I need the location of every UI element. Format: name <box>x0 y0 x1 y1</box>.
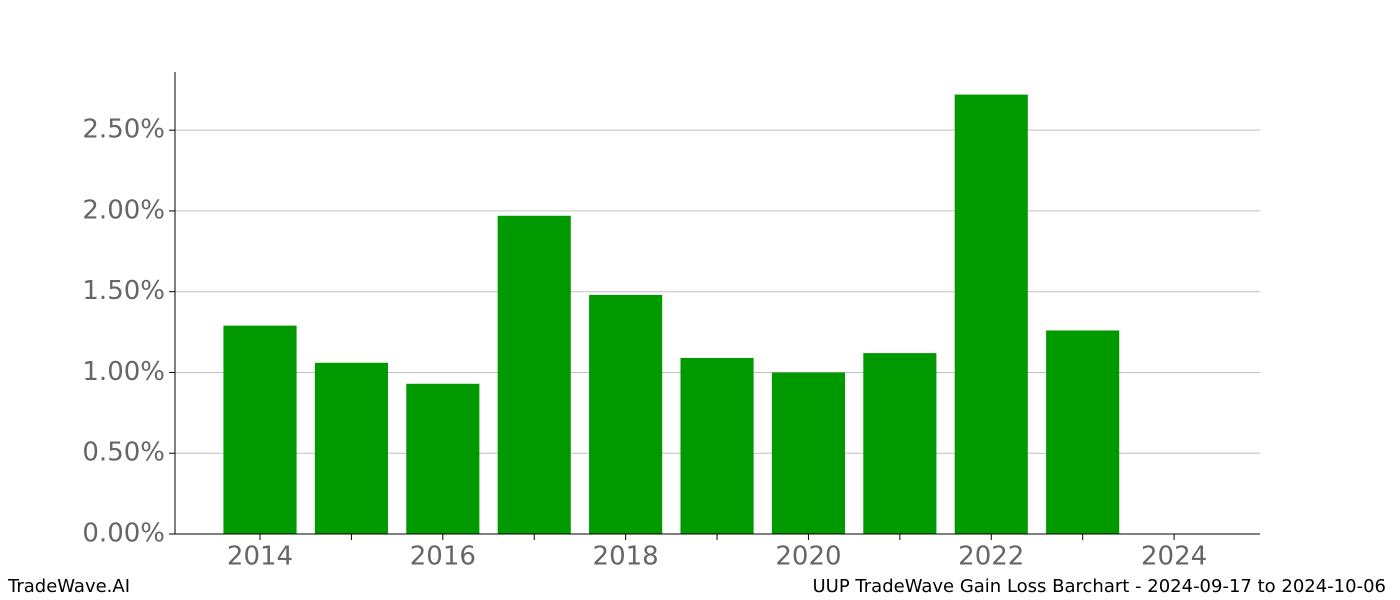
bar <box>223 325 297 534</box>
y-tick-label: 2.00% <box>82 195 165 225</box>
x-tick-label: 2020 <box>775 542 841 572</box>
source-label: TradeWave.AI <box>7 576 130 597</box>
y-tick-label: 1.50% <box>82 276 165 306</box>
y-tick-label: 0.00% <box>82 519 165 549</box>
y-tick-label: 0.50% <box>82 438 165 468</box>
bar <box>314 362 388 534</box>
x-tick-label: 2022 <box>958 542 1024 572</box>
bar <box>680 357 754 534</box>
bar <box>589 294 663 534</box>
y-tick-label: 1.00% <box>82 357 165 387</box>
x-tick-label: 2014 <box>227 542 293 572</box>
bar <box>771 372 846 534</box>
y-tick-label: 2.50% <box>82 115 165 145</box>
x-tick-label: 2016 <box>410 542 476 572</box>
bar <box>954 94 1028 534</box>
bar <box>497 215 571 534</box>
bar <box>1046 330 1120 534</box>
x-tick-label: 2018 <box>593 542 659 572</box>
x-tick-label: 2024 <box>1141 542 1207 572</box>
bar <box>406 383 480 534</box>
bar <box>863 353 937 534</box>
chart-title: UUP TradeWave Gain Loss Barchart - 2024-… <box>813 576 1387 597</box>
